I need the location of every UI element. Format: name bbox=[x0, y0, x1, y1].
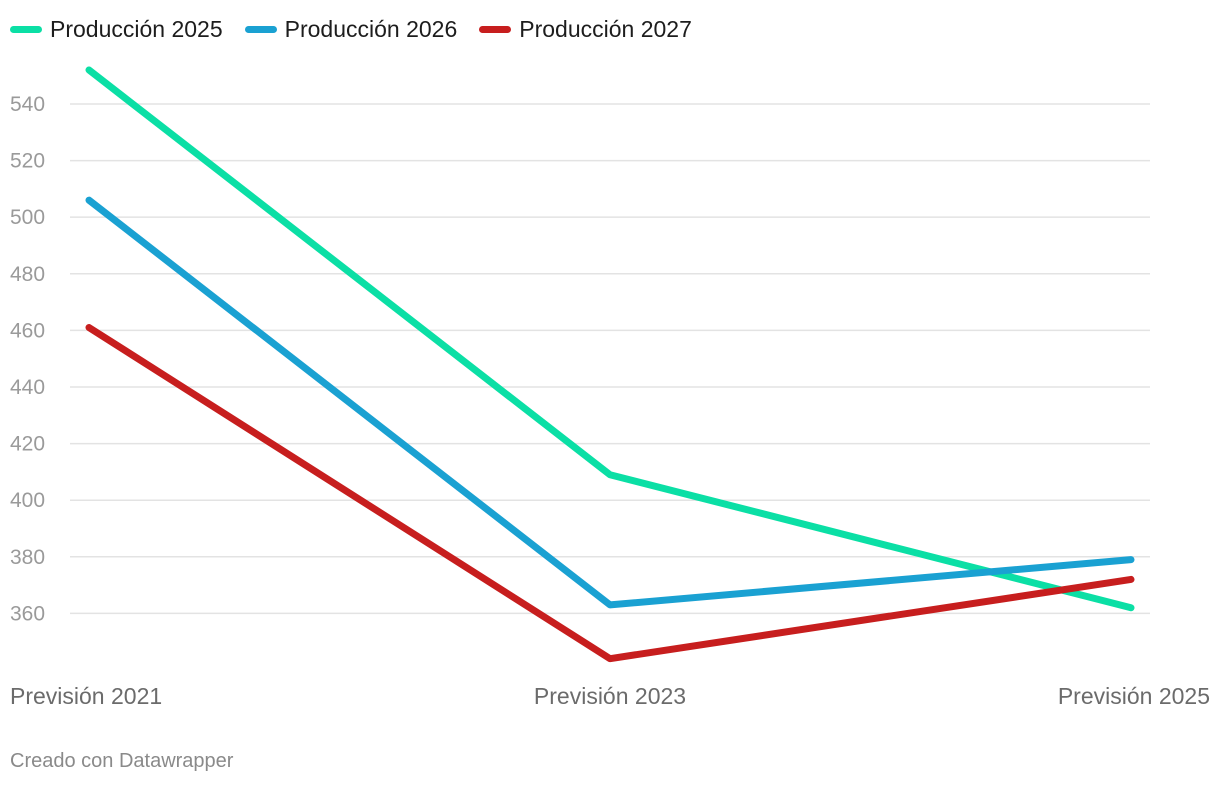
legend-label-produccion-2026: Producción 2026 bbox=[284, 16, 458, 42]
series-line-producci-n-2025 bbox=[85, 66, 1135, 612]
y-tick-label-480: 480 bbox=[10, 263, 45, 286]
legend-item-produccion-2026: Producción 2026 bbox=[244, 14, 458, 44]
grid-layer: 360 380 400 420 440 460 480 500 520 540 bbox=[10, 93, 1150, 625]
series-layer bbox=[85, 66, 1135, 663]
legend-swatch-produccion-2027 bbox=[479, 25, 512, 33]
legend-item-produccion-2025: Producción 2025 bbox=[10, 14, 223, 44]
legend-label-produccion-2027: Producción 2027 bbox=[519, 16, 692, 42]
x-tick-label-1: Previsión 2023 bbox=[534, 683, 686, 709]
legend-swatch-produccion-2025 bbox=[10, 25, 42, 33]
y-tick-label-500: 500 bbox=[10, 206, 45, 229]
series-line-producci-n-2027 bbox=[85, 324, 1135, 663]
legend: Producción 2025 Producción 2026 Producci… bbox=[10, 14, 692, 44]
y-tick-label-420: 420 bbox=[10, 433, 45, 456]
y-tick-label-440: 440 bbox=[10, 376, 45, 399]
x-tick-label-2: Previsión 2025 bbox=[1058, 683, 1210, 709]
y-tick-label-400: 400 bbox=[10, 489, 45, 512]
series-line-producci-n-2026 bbox=[85, 196, 1135, 609]
y-tick-label-520: 520 bbox=[10, 150, 45, 173]
legend-swatch-produccion-2026 bbox=[244, 25, 277, 33]
y-tick-label-380: 380 bbox=[10, 546, 45, 569]
x-tick-label-0: Previsión 2021 bbox=[10, 683, 162, 709]
y-tick-label-460: 460 bbox=[10, 319, 45, 342]
legend-item-produccion-2027: Producción 2027 bbox=[479, 14, 692, 44]
x-axis-labels: Previsión 2021 Previsión 2023 Previsión 20… bbox=[10, 683, 1210, 709]
legend-label-produccion-2025: Producción 2025 bbox=[50, 16, 223, 42]
y-tick-label-360: 360 bbox=[10, 602, 45, 625]
footer-credit: Creado con Datawrapper bbox=[10, 750, 234, 772]
y-tick-label-540: 540 bbox=[10, 93, 45, 116]
